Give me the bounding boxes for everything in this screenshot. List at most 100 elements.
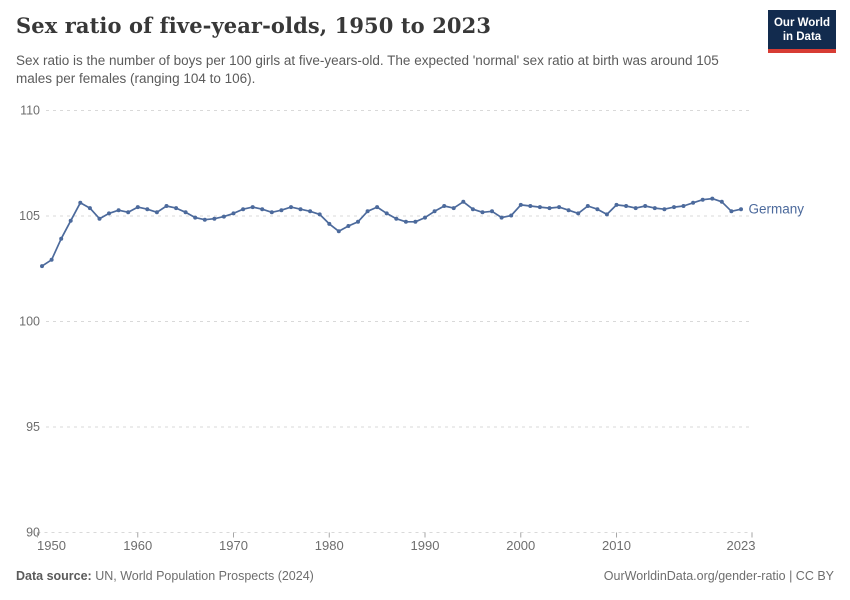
data-point <box>126 210 131 215</box>
data-point <box>78 200 83 205</box>
data-point <box>116 208 121 213</box>
x-tick-label: 2010 <box>602 538 631 553</box>
data-point <box>365 209 370 214</box>
y-tick-label: 105 <box>19 209 40 223</box>
data-point <box>691 200 696 205</box>
data-point <box>470 207 475 212</box>
data-point <box>585 204 590 208</box>
chart-footer: Data source: UN, World Population Prospe… <box>16 569 834 583</box>
data-point <box>576 211 581 216</box>
data-point <box>346 224 351 228</box>
data-point <box>394 216 399 221</box>
data-point <box>509 213 514 218</box>
data-point <box>451 206 456 211</box>
data-point <box>423 215 427 220</box>
data-point <box>250 205 255 210</box>
data-point <box>719 199 724 204</box>
data-source-label: Data source: <box>16 569 92 583</box>
data-point <box>202 217 207 222</box>
data-source-text: UN, World Population Prospects (2024) <box>91 569 314 583</box>
data-point <box>480 210 485 215</box>
data-point <box>633 206 638 211</box>
owid-logo-line2: in Data <box>782 31 822 43</box>
data-point <box>566 208 571 213</box>
data-point <box>87 206 92 211</box>
data-point <box>279 208 284 213</box>
data-point <box>662 207 667 212</box>
owid-logo-line1: Our World <box>773 17 830 29</box>
data-point <box>164 204 169 208</box>
data-point <box>356 219 360 224</box>
x-tick-label: 1950 <box>37 538 66 553</box>
data-point <box>643 204 648 208</box>
page-title: Sex ratio of five-year-olds, 1950 to 202… <box>16 13 492 38</box>
credit-link[interactable]: OurWorldinData.org/gender-ratio | CC BY <box>603 569 834 583</box>
data-point <box>68 218 73 223</box>
data-point <box>135 205 140 210</box>
data-point <box>97 216 102 221</box>
data-point <box>49 257 54 262</box>
data-point <box>537 205 542 210</box>
data-point <box>298 207 303 212</box>
data-point <box>614 202 619 207</box>
data-point <box>193 215 198 220</box>
data-point <box>260 207 265 212</box>
data-point <box>174 206 179 211</box>
y-tick-label: 90 <box>26 526 40 540</box>
data-point <box>241 207 246 212</box>
data-point <box>547 206 552 211</box>
data-point <box>384 211 389 216</box>
data-point <box>624 204 629 208</box>
y-tick-label: 95 <box>26 420 40 434</box>
data-point <box>221 214 226 219</box>
data-point <box>154 210 159 215</box>
y-tick-label: 100 <box>19 315 40 329</box>
line-chart[interactable]: 90 95 100 105 110 1950 1960 1970 1980 1990 2000 201… <box>0 96 850 564</box>
owid-logo-box: Our World in Data <box>768 10 836 49</box>
data-point <box>308 209 313 214</box>
data-point <box>499 215 504 220</box>
x-tick-label: 1980 <box>315 538 344 553</box>
data-point <box>557 205 562 210</box>
y-tick-label: 110 <box>20 104 40 118</box>
data-point <box>710 196 715 201</box>
data-point <box>490 209 494 214</box>
owid-logo-accent-bar <box>768 49 836 53</box>
owid-logo[interactable]: Our World in Data <box>768 10 836 53</box>
data-point <box>183 210 188 215</box>
data-point <box>145 207 150 212</box>
data-point <box>595 207 600 212</box>
data-point <box>739 207 743 212</box>
data-point <box>729 209 734 214</box>
data-point <box>528 204 533 208</box>
data-point <box>336 229 341 234</box>
data-point <box>107 211 111 216</box>
data-point <box>40 264 44 269</box>
x-tick-label: 2023 <box>727 538 756 553</box>
series-end-label: Germany <box>749 202 805 217</box>
data-point <box>700 197 705 202</box>
data-point <box>59 236 64 241</box>
data-point <box>212 216 217 221</box>
data-point <box>461 199 466 204</box>
data-point <box>375 205 380 210</box>
x-tick-label: 1960 <box>123 538 152 553</box>
chart-subtitle: Sex ratio is the number of boys per 100 … <box>16 53 719 86</box>
data-point <box>317 212 322 217</box>
data-point <box>672 205 676 210</box>
x-tick-label: 1990 <box>411 538 440 553</box>
data-point <box>289 205 293 210</box>
data-point <box>518 202 523 207</box>
data-point <box>681 204 686 208</box>
data-point <box>231 211 236 216</box>
data-source-note: Data source: UN, World Population Prospe… <box>16 569 314 583</box>
data-point <box>403 219 408 224</box>
data-point <box>604 212 609 217</box>
data-point <box>442 204 447 208</box>
x-tick-label: 1970 <box>219 538 248 553</box>
data-point <box>652 206 657 211</box>
x-tick-label: 2000 <box>506 538 535 553</box>
data-point <box>327 221 332 226</box>
data-point <box>269 210 274 215</box>
